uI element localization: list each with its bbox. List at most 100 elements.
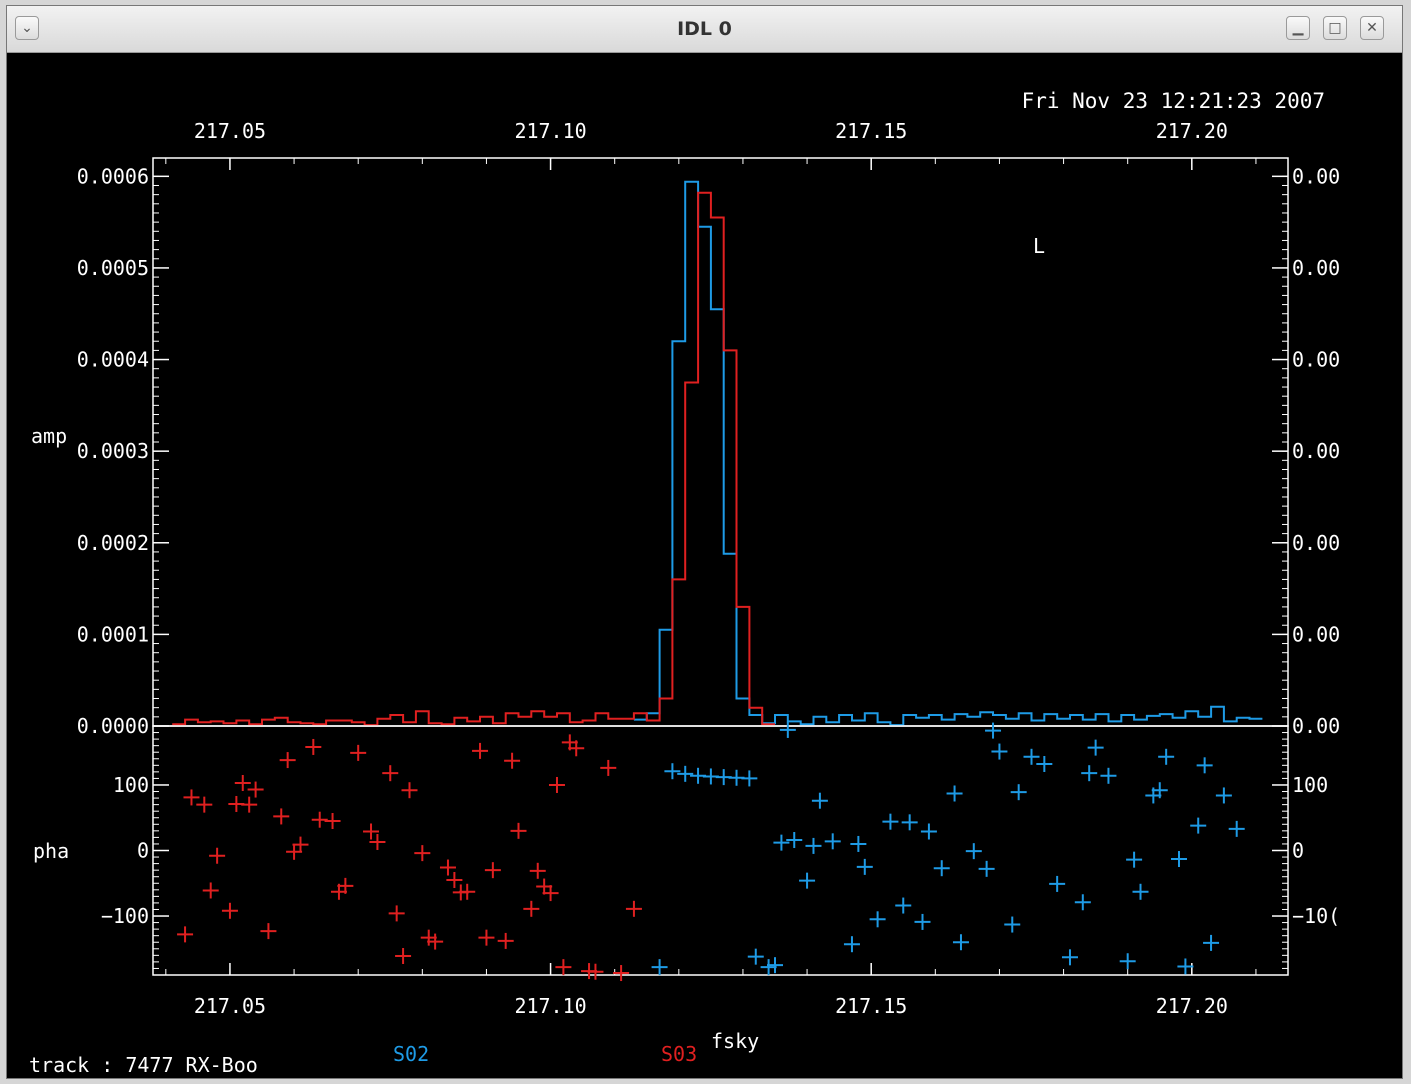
pha-point-s02 [677, 765, 694, 782]
amp-y-tick-label: 0.0002 [77, 531, 149, 555]
pha-point-s03 [510, 822, 527, 839]
pha-point-s02 [1061, 949, 1078, 966]
pha-point-s02 [1228, 820, 1245, 837]
pha-point-s02 [1036, 756, 1053, 773]
pha-point-s02 [786, 832, 803, 849]
pha-point-s03 [536, 878, 553, 895]
pha-point-s03 [388, 905, 405, 922]
window-menu-button[interactable]: ⌄ [15, 16, 39, 40]
pha-point-s02 [799, 872, 816, 889]
pha-point-s03 [523, 900, 540, 917]
minimize-button[interactable]: ▁ [1286, 16, 1310, 40]
pha-point-s03 [401, 782, 418, 799]
pha-point-s03 [234, 775, 251, 792]
pha-point-s02 [882, 813, 899, 830]
pha-point-s03 [446, 871, 463, 888]
pha-y-tick-label: −100 [101, 904, 149, 928]
amp-right-tick-label: 0.00 [1292, 714, 1340, 738]
pha-point-s02 [1100, 767, 1117, 784]
legend-s03: S03 [661, 1042, 697, 1066]
pha-point-s02 [1081, 765, 1098, 782]
pha-point-s02 [1170, 851, 1187, 868]
pha-point-s02 [843, 936, 860, 953]
pha-point-s03 [311, 811, 328, 828]
pha-x-tick-label: 217.15 [835, 994, 907, 1018]
pha-point-s02 [991, 743, 1008, 760]
pha-point-s02 [811, 792, 828, 809]
pha-point-s02 [1010, 784, 1027, 801]
pha-point-s02 [1087, 739, 1104, 756]
amp-top-tick-label: 217.10 [514, 119, 586, 143]
pha-point-s03 [484, 862, 501, 879]
amp-y-tick-label: 0.0003 [77, 439, 149, 463]
amp-plot-frame [152, 157, 1289, 727]
maximize-button[interactable]: □ [1323, 16, 1347, 40]
pha-point-s03 [209, 847, 226, 864]
pha-point-s03 [292, 836, 309, 853]
pha-point-s03 [363, 823, 380, 840]
pha-point-s02 [1203, 934, 1220, 951]
pha-plot-frame [152, 725, 1289, 976]
pha-point-s02 [773, 834, 790, 851]
pha-point-s03 [324, 813, 341, 830]
amp-top-tick-label: 217.05 [194, 119, 266, 143]
pha-panel: 217.05 217.10 217.15 217.20 −100 −10(0 0 100 100 [101, 721, 1340, 1018]
pha-point-s02 [914, 913, 931, 930]
pha-point-s03 [196, 796, 213, 813]
pha-point-s03 [600, 759, 617, 776]
amp-top-tick-label: 217.20 [1156, 119, 1228, 143]
pha-point-s02 [1049, 875, 1066, 892]
pha-right-tick-label: −10( [1292, 904, 1340, 928]
pha-point-s02 [1023, 748, 1040, 765]
window-titlebar[interactable]: ⌄ IDL 0 ▁ □ ✕ [7, 6, 1402, 53]
pha-x-tick-label: 217.10 [514, 994, 586, 1018]
pha-point-s02 [1158, 748, 1175, 765]
pha-point-s03 [568, 740, 585, 757]
pha-point-s02 [1004, 916, 1021, 933]
pha-point-s02 [856, 858, 873, 875]
pha-point-s02 [985, 722, 1002, 739]
pha-point-s03 [241, 796, 258, 813]
close-icon: ✕ [1366, 20, 1378, 36]
pha-point-s02 [1196, 757, 1213, 774]
pha-point-s02 [946, 785, 963, 802]
fsky-axis-label: fsky [711, 1029, 759, 1053]
pha-point-s03 [414, 845, 431, 862]
pha-point-s03 [427, 933, 444, 950]
close-button[interactable]: ✕ [1360, 16, 1384, 40]
minimize-icon: ▁ [1292, 20, 1304, 36]
pha-axis-label: pha [33, 839, 69, 863]
pha-point-s03 [183, 789, 200, 806]
pha-point-s02 [767, 957, 784, 974]
pha-point-s02 [895, 897, 912, 914]
pha-point-s03 [420, 929, 437, 946]
pha-point-s03 [542, 885, 559, 902]
amp-axis-label: amp [31, 424, 67, 448]
pha-point-s02 [664, 763, 681, 780]
amp-right-tick-label: 0.00 [1292, 164, 1340, 188]
pha-point-s02 [760, 959, 777, 976]
pha-point-s02 [1190, 817, 1207, 834]
amp-series-s02 [633, 180, 1263, 727]
pha-y-tick-label: 0 [137, 839, 149, 863]
pha-point-s02 [869, 911, 886, 928]
pha-point-s03 [221, 902, 238, 919]
pha-point-s03 [478, 929, 495, 946]
amp-y-tick-label: 0.0004 [77, 348, 149, 372]
pha-point-s03 [177, 926, 194, 943]
pha-point-s03 [395, 947, 412, 964]
maximize-icon: □ [1328, 20, 1342, 36]
pha-point-s02 [1126, 851, 1143, 868]
pha-point-s02 [805, 837, 822, 854]
pha-point-s03 [439, 859, 456, 876]
amp-panel: 217.05 217.10 217.15 217.20 0.0000 0.00 0.0001… [77, 119, 1340, 738]
pha-point-s03 [202, 882, 219, 899]
amp-y-tick-label: 0.0005 [77, 256, 149, 280]
chevron-down-icon: ⌄ [21, 20, 33, 36]
pha-point-s02 [1119, 953, 1136, 970]
pha-point-s03 [504, 752, 521, 769]
pha-point-s02 [1151, 782, 1168, 799]
legend-s02: S02 [393, 1042, 429, 1066]
pha-point-s02 [978, 860, 995, 877]
pha-right-tick-label: 100 [1292, 773, 1328, 797]
